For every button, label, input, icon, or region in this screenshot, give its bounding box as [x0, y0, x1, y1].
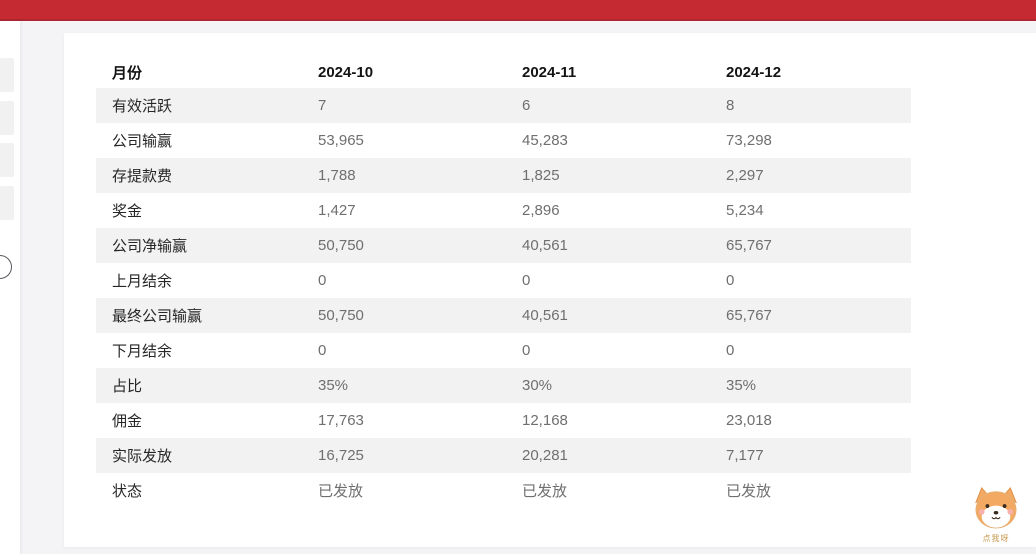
row-label: 实际发放 — [112, 448, 173, 465]
cell-value: 40,561 — [522, 237, 568, 254]
cell-value: 0 — [318, 272, 327, 289]
row-label: 上月结余 — [112, 273, 173, 290]
cell-value: 0 — [726, 342, 735, 359]
cell-value: 6 — [522, 97, 531, 114]
sidebar-collapse-toggle[interactable] — [0, 255, 12, 279]
cell-value: 12,168 — [522, 412, 568, 429]
cell-value: 0 — [726, 272, 735, 289]
cell-value: 17,763 — [318, 412, 364, 429]
table-row: 奖金 1,427 2,896 5,234 — [96, 193, 911, 228]
sidebar — [0, 21, 20, 554]
cell-value: 50,750 — [318, 237, 364, 254]
table-row: 公司净输赢 50,750 40,561 65,767 — [96, 228, 911, 263]
cell-value: 65,767 — [726, 237, 772, 254]
row-label: 占比 — [112, 378, 143, 395]
cell-value: 已发放 — [522, 483, 568, 500]
cell-value: 16,725 — [318, 447, 364, 464]
cell-value: 45,283 — [522, 132, 568, 149]
table-row: 实际发放 16,725 20,281 7,177 — [96, 438, 911, 473]
table-header-row: 月份 2024-10 2024-11 2024-12 — [96, 56, 911, 88]
mascot-helper-widget[interactable]: 点我呀 — [970, 487, 1022, 544]
cell-value: 65,767 — [726, 307, 772, 324]
cell-value: 50,750 — [318, 307, 364, 324]
cell-value: 20,281 — [522, 447, 568, 464]
cell-value: 5,234 — [726, 202, 764, 219]
cell-value: 1,825 — [522, 167, 560, 184]
content-card: 月份 2024-10 2024-11 2024-12 有效活跃 7 6 8 公司… — [64, 33, 1036, 547]
sidebar-item-skeleton[interactable] — [0, 143, 14, 177]
cell-value: 40,561 — [522, 307, 568, 324]
cell-value: 已发放 — [726, 483, 772, 500]
table-row: 公司输赢 53,965 45,283 73,298 — [96, 123, 911, 158]
sidebar-item-skeleton[interactable] — [0, 101, 14, 135]
table-row: 占比 35% 30% 35% — [96, 368, 911, 403]
table-row: 下月结余 0 0 0 — [96, 333, 911, 368]
cell-value: 23,018 — [726, 412, 772, 429]
cell-value: 30% — [522, 377, 553, 394]
mascot-label: 点我呀 — [982, 534, 1010, 543]
table-row: 有效活跃 7 6 8 — [96, 88, 911, 123]
cell-value: 7 — [318, 97, 327, 114]
cell-value: 0 — [522, 272, 531, 289]
table-row: 状态 已发放 已发放 已发放 — [96, 473, 911, 508]
cell-value: 2,896 — [522, 202, 560, 219]
cell-value: 53,965 — [318, 132, 364, 149]
cell-value: 8 — [726, 97, 735, 114]
table-row: 存提款费 1,788 1,825 2,297 — [96, 158, 911, 193]
monthly-report-table: 月份 2024-10 2024-11 2024-12 有效活跃 7 6 8 公司… — [96, 56, 911, 508]
table-row: 最终公司输赢 50,750 40,561 65,767 — [96, 298, 911, 333]
cell-value: 0 — [318, 342, 327, 359]
cell-value: 1,427 — [318, 202, 356, 219]
column-header-month: 月份 — [112, 64, 143, 82]
row-label: 佣金 — [112, 413, 143, 430]
row-label: 下月结余 — [112, 343, 173, 360]
table-row: 上月结余 0 0 0 — [96, 263, 911, 298]
cell-value: 7,177 — [726, 447, 764, 464]
sidebar-item-skeleton[interactable] — [0, 58, 14, 92]
row-label: 公司净输赢 — [112, 238, 188, 255]
row-label: 最终公司输赢 — [112, 308, 203, 325]
row-label: 有效活跃 — [112, 98, 173, 115]
table-row: 佣金 17,763 12,168 23,018 — [96, 403, 911, 438]
column-header-2024-10: 2024-10 — [318, 63, 374, 81]
cell-value: 73,298 — [726, 132, 772, 149]
cell-value: 1,788 — [318, 167, 356, 184]
cell-value: 已发放 — [318, 483, 364, 500]
column-header-2024-12: 2024-12 — [726, 63, 782, 81]
cell-value: 2,297 — [726, 167, 764, 184]
cell-value: 35% — [318, 377, 349, 394]
cell-value: 35% — [726, 377, 757, 394]
column-header-2024-11: 2024-11 — [522, 63, 577, 81]
cell-value: 0 — [522, 342, 531, 359]
row-label: 存提款费 — [112, 168, 173, 185]
row-label: 公司输赢 — [112, 133, 173, 150]
shiba-dog-icon — [973, 487, 1019, 533]
row-label: 状态 — [112, 483, 143, 500]
sidebar-item-skeleton[interactable] — [0, 186, 14, 220]
top-nav-bar — [0, 0, 1036, 21]
row-label: 奖金 — [112, 203, 143, 220]
